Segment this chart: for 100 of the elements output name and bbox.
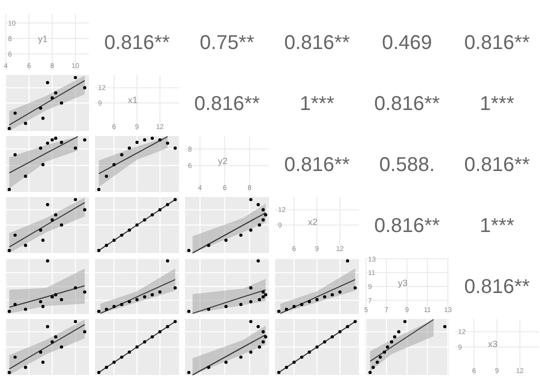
point	[74, 146, 78, 150]
point	[166, 259, 170, 262]
point	[24, 174, 28, 178]
text: y2	[218, 156, 228, 166]
text: x3	[488, 339, 498, 349]
point	[50, 96, 54, 100]
point	[50, 218, 54, 222]
point	[315, 345, 319, 349]
point	[50, 340, 54, 344]
point	[46, 81, 50, 84]
point	[74, 76, 78, 80]
point	[50, 295, 54, 298]
point	[13, 302, 17, 306]
point	[354, 320, 357, 324]
text: 0.469	[382, 32, 432, 54]
point	[50, 138, 54, 142]
point	[24, 122, 28, 125]
text: y3	[398, 278, 408, 288]
point	[24, 244, 28, 247]
point	[262, 330, 265, 334]
point	[187, 248, 190, 252]
text: 0.816**	[464, 32, 530, 54]
point	[338, 290, 342, 294]
point	[224, 238, 228, 242]
point	[60, 101, 64, 105]
point	[13, 153, 17, 156]
point	[284, 366, 288, 369]
point	[262, 340, 265, 344]
point	[258, 223, 262, 227]
point	[187, 370, 190, 374]
point	[83, 290, 86, 294]
point	[346, 259, 350, 262]
point	[262, 295, 265, 298]
point	[308, 300, 311, 304]
point	[128, 228, 131, 232]
point	[393, 335, 396, 338]
text: 1***	[480, 93, 514, 115]
point	[112, 360, 116, 364]
point	[143, 218, 146, 222]
point	[41, 304, 45, 308]
point	[300, 356, 304, 359]
point	[150, 213, 154, 216]
point	[256, 325, 260, 328]
point	[83, 86, 86, 90]
point	[39, 106, 42, 110]
point	[372, 366, 375, 369]
point	[323, 340, 326, 344]
text: 0.816**	[374, 215, 440, 237]
point	[403, 320, 407, 324]
point	[174, 320, 177, 324]
point	[83, 208, 86, 212]
point	[46, 142, 50, 145]
point	[46, 203, 50, 206]
point	[239, 302, 242, 306]
point	[39, 146, 42, 150]
point	[112, 238, 116, 242]
point	[104, 366, 108, 369]
text: 1***	[480, 215, 514, 237]
point	[166, 203, 170, 206]
point	[104, 308, 108, 311]
text: 0.816**	[194, 93, 260, 115]
point	[292, 304, 296, 308]
point	[150, 335, 154, 338]
text: 0.816**	[284, 32, 350, 54]
point	[166, 142, 170, 145]
point	[346, 325, 350, 328]
point	[264, 335, 268, 338]
text: 0.588.	[379, 154, 435, 176]
point	[41, 360, 45, 364]
text: x1	[128, 95, 138, 105]
point	[264, 213, 268, 216]
point	[330, 335, 334, 338]
point	[97, 188, 100, 192]
point	[143, 340, 146, 344]
point	[8, 188, 11, 192]
point	[104, 174, 108, 178]
point	[376, 360, 379, 364]
point	[284, 308, 288, 311]
point	[443, 325, 446, 328]
point	[143, 295, 146, 298]
point	[264, 293, 268, 296]
point	[41, 238, 45, 242]
point	[60, 223, 64, 227]
point	[368, 370, 372, 374]
text: 0.816**	[464, 276, 530, 298]
point	[166, 325, 170, 328]
point	[135, 140, 139, 144]
point	[135, 298, 139, 302]
point	[354, 286, 357, 290]
point	[54, 91, 58, 94]
point	[74, 320, 78, 324]
point	[128, 146, 131, 150]
point	[262, 208, 265, 212]
point	[330, 293, 334, 296]
point	[249, 350, 252, 354]
point	[46, 325, 50, 328]
point	[323, 295, 326, 298]
point	[249, 228, 252, 232]
point	[249, 286, 252, 290]
text: 0.816**	[374, 93, 440, 115]
